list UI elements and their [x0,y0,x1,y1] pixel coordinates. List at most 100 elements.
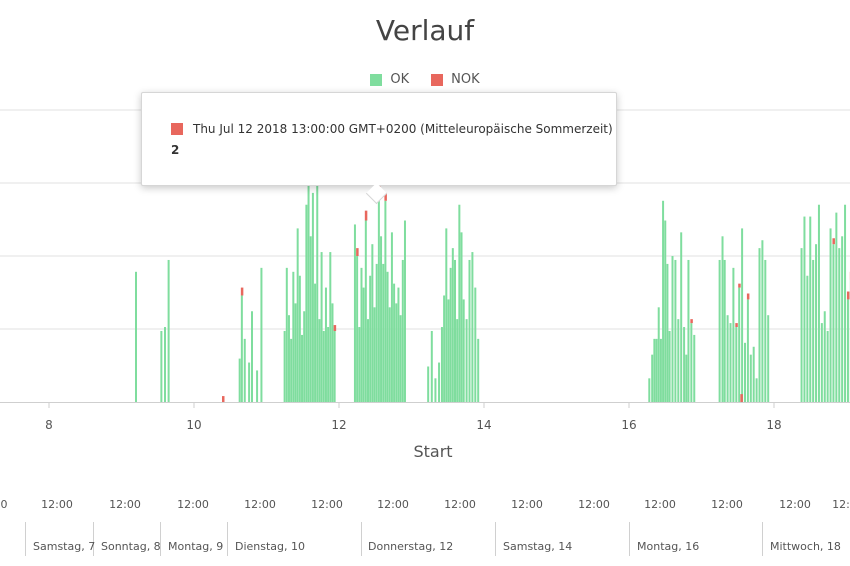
bar-ok[interactable] [298,275,301,402]
bar-ok[interactable] [721,236,724,402]
bar-ok[interactable] [311,192,314,402]
bar-ok[interactable] [690,323,693,402]
bar-ok[interactable] [659,338,662,402]
bar-ok[interactable] [741,228,744,402]
bar-ok[interactable] [393,283,396,402]
bar-ok[interactable] [445,228,448,402]
bar-ok[interactable] [803,216,806,402]
bar-ok[interactable] [438,362,441,402]
bar-ok[interactable] [844,204,847,402]
bar-nok[interactable] [240,287,244,296]
bar-ok[interactable] [800,248,803,402]
bar-ok[interactable] [240,295,243,402]
bar-nok[interactable] [333,325,337,331]
bar-ok[interactable] [651,354,654,402]
bar-ok[interactable] [468,259,471,402]
bar-ok[interactable] [318,319,321,402]
bar-ok[interactable] [251,311,253,402]
bar-ok[interactable] [657,307,660,402]
bar-ok[interactable] [668,330,671,402]
bar-ok[interactable] [823,311,826,402]
bar-ok[interactable] [726,315,729,402]
timeline-day-label[interactable]: Mittwoch, 18 [770,540,841,553]
bar-ok[interactable] [399,315,402,402]
bar-nok[interactable] [738,283,741,288]
bar-ok[interactable] [397,287,400,402]
timeline-day-label[interactable]: Samstag, 14 [503,540,573,553]
bar-ok[interactable] [135,271,137,402]
bar-nok[interactable] [364,210,368,221]
bar-nok[interactable] [846,291,850,300]
bar-ok[interactable] [841,236,844,402]
bar-ok[interactable] [662,200,665,402]
bar-nok[interactable] [384,192,387,201]
bar-ok[interactable] [309,236,312,402]
bar-ok[interactable] [738,287,741,402]
bar-ok[interactable] [758,248,761,402]
bar-ok[interactable] [390,232,393,402]
bar-ok[interactable] [812,259,815,402]
timeline-day-label[interactable]: Dienstag, 10 [235,540,306,553]
bar-ok[interactable] [377,188,380,402]
bar-ok[interactable] [451,248,454,402]
bar-ok[interactable] [388,307,391,402]
bar-ok[interactable] [685,354,688,402]
bar-ok[interactable] [744,342,746,402]
bar-ok[interactable] [369,275,372,402]
bar-ok[interactable] [764,259,767,402]
bar-ok[interactable] [160,330,163,402]
bar-ok[interactable] [333,330,336,402]
bar-ok[interactable] [735,327,738,402]
bar-nok[interactable] [832,238,835,245]
bar-ok[interactable] [430,330,433,402]
bar-ok[interactable] [331,303,334,402]
bar-ok[interactable] [434,378,437,402]
bar-ok[interactable] [826,330,829,402]
bar-ok[interactable] [386,271,389,402]
bar-ok[interactable] [460,232,463,402]
bar-ok[interactable] [746,299,749,402]
bar-ok[interactable] [403,220,406,402]
bar-ok[interactable] [458,204,461,402]
bar-ok[interactable] [353,224,356,402]
bar-ok[interactable] [835,212,838,402]
timeline-day-label[interactable]: Samstag, 7 [33,540,96,553]
bar-ok[interactable] [474,287,477,402]
bar-ok[interactable] [356,256,359,402]
bar-ok[interactable] [238,358,241,402]
bar-ok[interactable] [648,378,651,402]
time-navigator[interactable]: 0 12:00 12:00 12:00 12:00 12:00 12:00 12:00 12:0… [0,492,850,566]
bar-nok[interactable] [746,293,750,300]
bar-ok[interactable] [666,263,669,402]
bar-ok[interactable] [358,327,361,402]
bar-ok[interactable] [674,259,677,402]
bar-ok[interactable] [292,271,295,402]
bar-ok[interactable] [316,181,319,402]
bar-ok[interactable] [732,267,735,402]
bar-ok[interactable] [285,267,288,402]
bar-ok[interactable] [294,303,297,402]
bar-ok[interactable] [427,366,430,402]
timeline-day-label[interactable]: Montag, 16 [637,540,700,553]
bar-ok[interactable] [382,263,385,402]
bar-ok[interactable] [164,327,166,402]
bar-ok[interactable] [687,259,690,402]
bar-ok[interactable] [243,338,246,402]
bar-ok[interactable] [443,295,446,402]
bar-ok[interactable] [256,370,259,402]
legend-item-ok[interactable]: OK [370,72,409,87]
bar-ok[interactable] [653,338,656,402]
bar-ok[interactable] [373,307,376,402]
bar-ok[interactable] [380,236,383,402]
bar-ok[interactable] [440,327,443,402]
bar-ok[interactable] [832,244,835,402]
bar-ok[interactable] [314,283,317,402]
bar-ok[interactable] [307,185,310,402]
bar-nok[interactable] [690,319,693,324]
bar-ok[interactable] [767,315,770,402]
bar-ok[interactable] [752,346,755,402]
timeline-day-label[interactable]: Sonntag, 8 [101,540,161,553]
bar-ok[interactable] [817,204,820,402]
bar-ok[interactable] [454,259,456,402]
bar-ok[interactable] [375,263,378,402]
